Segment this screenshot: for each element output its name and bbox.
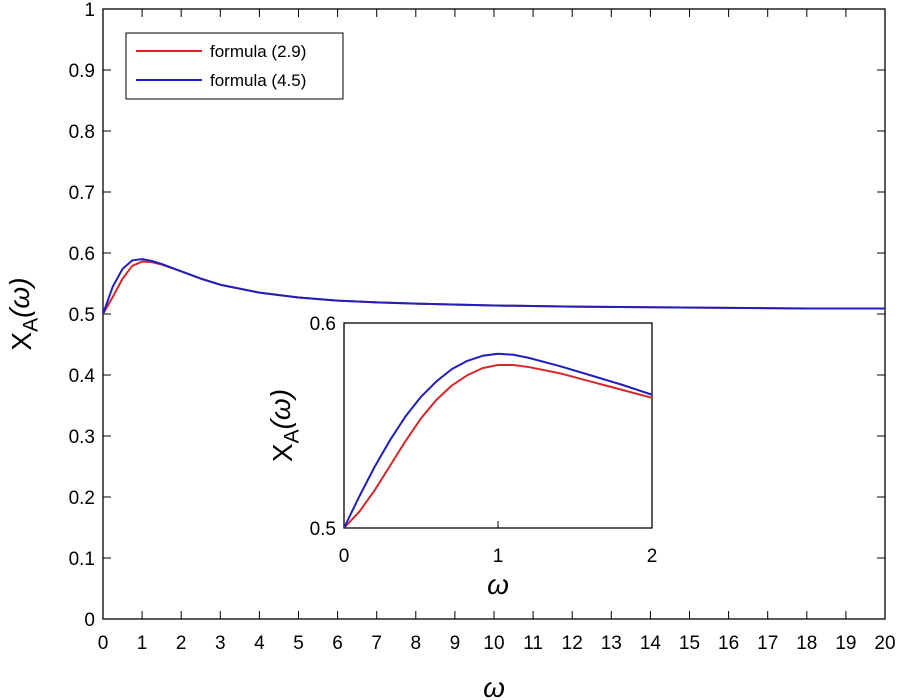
main-x-tick-label: 17 (757, 633, 778, 654)
main-y-tick-label: 0.8 (69, 122, 95, 143)
main-y-tick-label: 0 (84, 610, 95, 631)
main-x-tick-label: 7 (371, 633, 382, 654)
main-x-tick-label: 2 (176, 633, 187, 654)
main-x-tick-label: 8 (411, 633, 422, 654)
main-x-tick-label: 6 (332, 633, 343, 654)
legend-label-1: formula (2.9) (210, 42, 306, 61)
inset-series-line-2 (343, 352, 653, 529)
inset-y-tick-label: 0.6 (310, 314, 336, 335)
main-y-tick-label: 0.1 (69, 549, 95, 570)
main-y-tick-label: 1 (84, 0, 95, 21)
main-y-tick-label: 0.7 (69, 183, 95, 204)
main-x-tick-label: 18 (796, 633, 817, 654)
main-series-line-2 (102, 258, 885, 315)
main-x-tick-label: 12 (562, 633, 583, 654)
main-x-tick-label: 16 (718, 633, 739, 654)
inset-x-tick-label: 2 (647, 546, 658, 567)
inset-x-tick-label: 1 (493, 546, 504, 567)
main-x-tick-label: 19 (835, 633, 856, 654)
main-x-tick-label: 20 (874, 633, 895, 654)
main-y-tick-label: 0.3 (69, 427, 95, 448)
main-x-tick-label: 9 (450, 633, 461, 654)
main-x-tick-label: 0 (98, 633, 109, 654)
main-x-tick-label: 11 (523, 633, 543, 654)
legend-box (125, 32, 344, 100)
main-y-tick-label: 0.9 (69, 61, 95, 82)
inset-plot-frame (343, 322, 653, 529)
main-y-tick-label: 0.4 (69, 366, 96, 387)
main-x-tick-label: 15 (679, 633, 700, 654)
inset-y-tick-label: 0.5 (310, 519, 336, 540)
main-x-tick-label: 14 (640, 633, 662, 654)
main-y-tick-label: 0.5 (69, 305, 95, 326)
inset-x-tick-label: 0 (339, 546, 350, 567)
main-x-axis-label: ω (483, 672, 505, 700)
main-x-tick-label: 1 (137, 633, 148, 654)
main-y-axis-label: XA(ω) (4, 277, 42, 350)
main-y-tick-label: 0.2 (69, 488, 95, 509)
main-x-tick-label: 4 (254, 633, 265, 654)
inset-x-axis-label: ω (487, 569, 509, 600)
main-x-tick-label: 10 (483, 633, 504, 654)
main-y-tick-label: 0.6 (69, 244, 95, 265)
main-x-tick-label: 5 (293, 633, 304, 654)
legend-label-2: formula (4.5) (210, 71, 306, 90)
inset-series-line-1 (343, 364, 653, 529)
main-x-tick-label: 3 (215, 633, 226, 654)
inset-y-axis-label: XA(ω) (265, 389, 303, 462)
main-x-tick-label: 13 (601, 633, 622, 654)
